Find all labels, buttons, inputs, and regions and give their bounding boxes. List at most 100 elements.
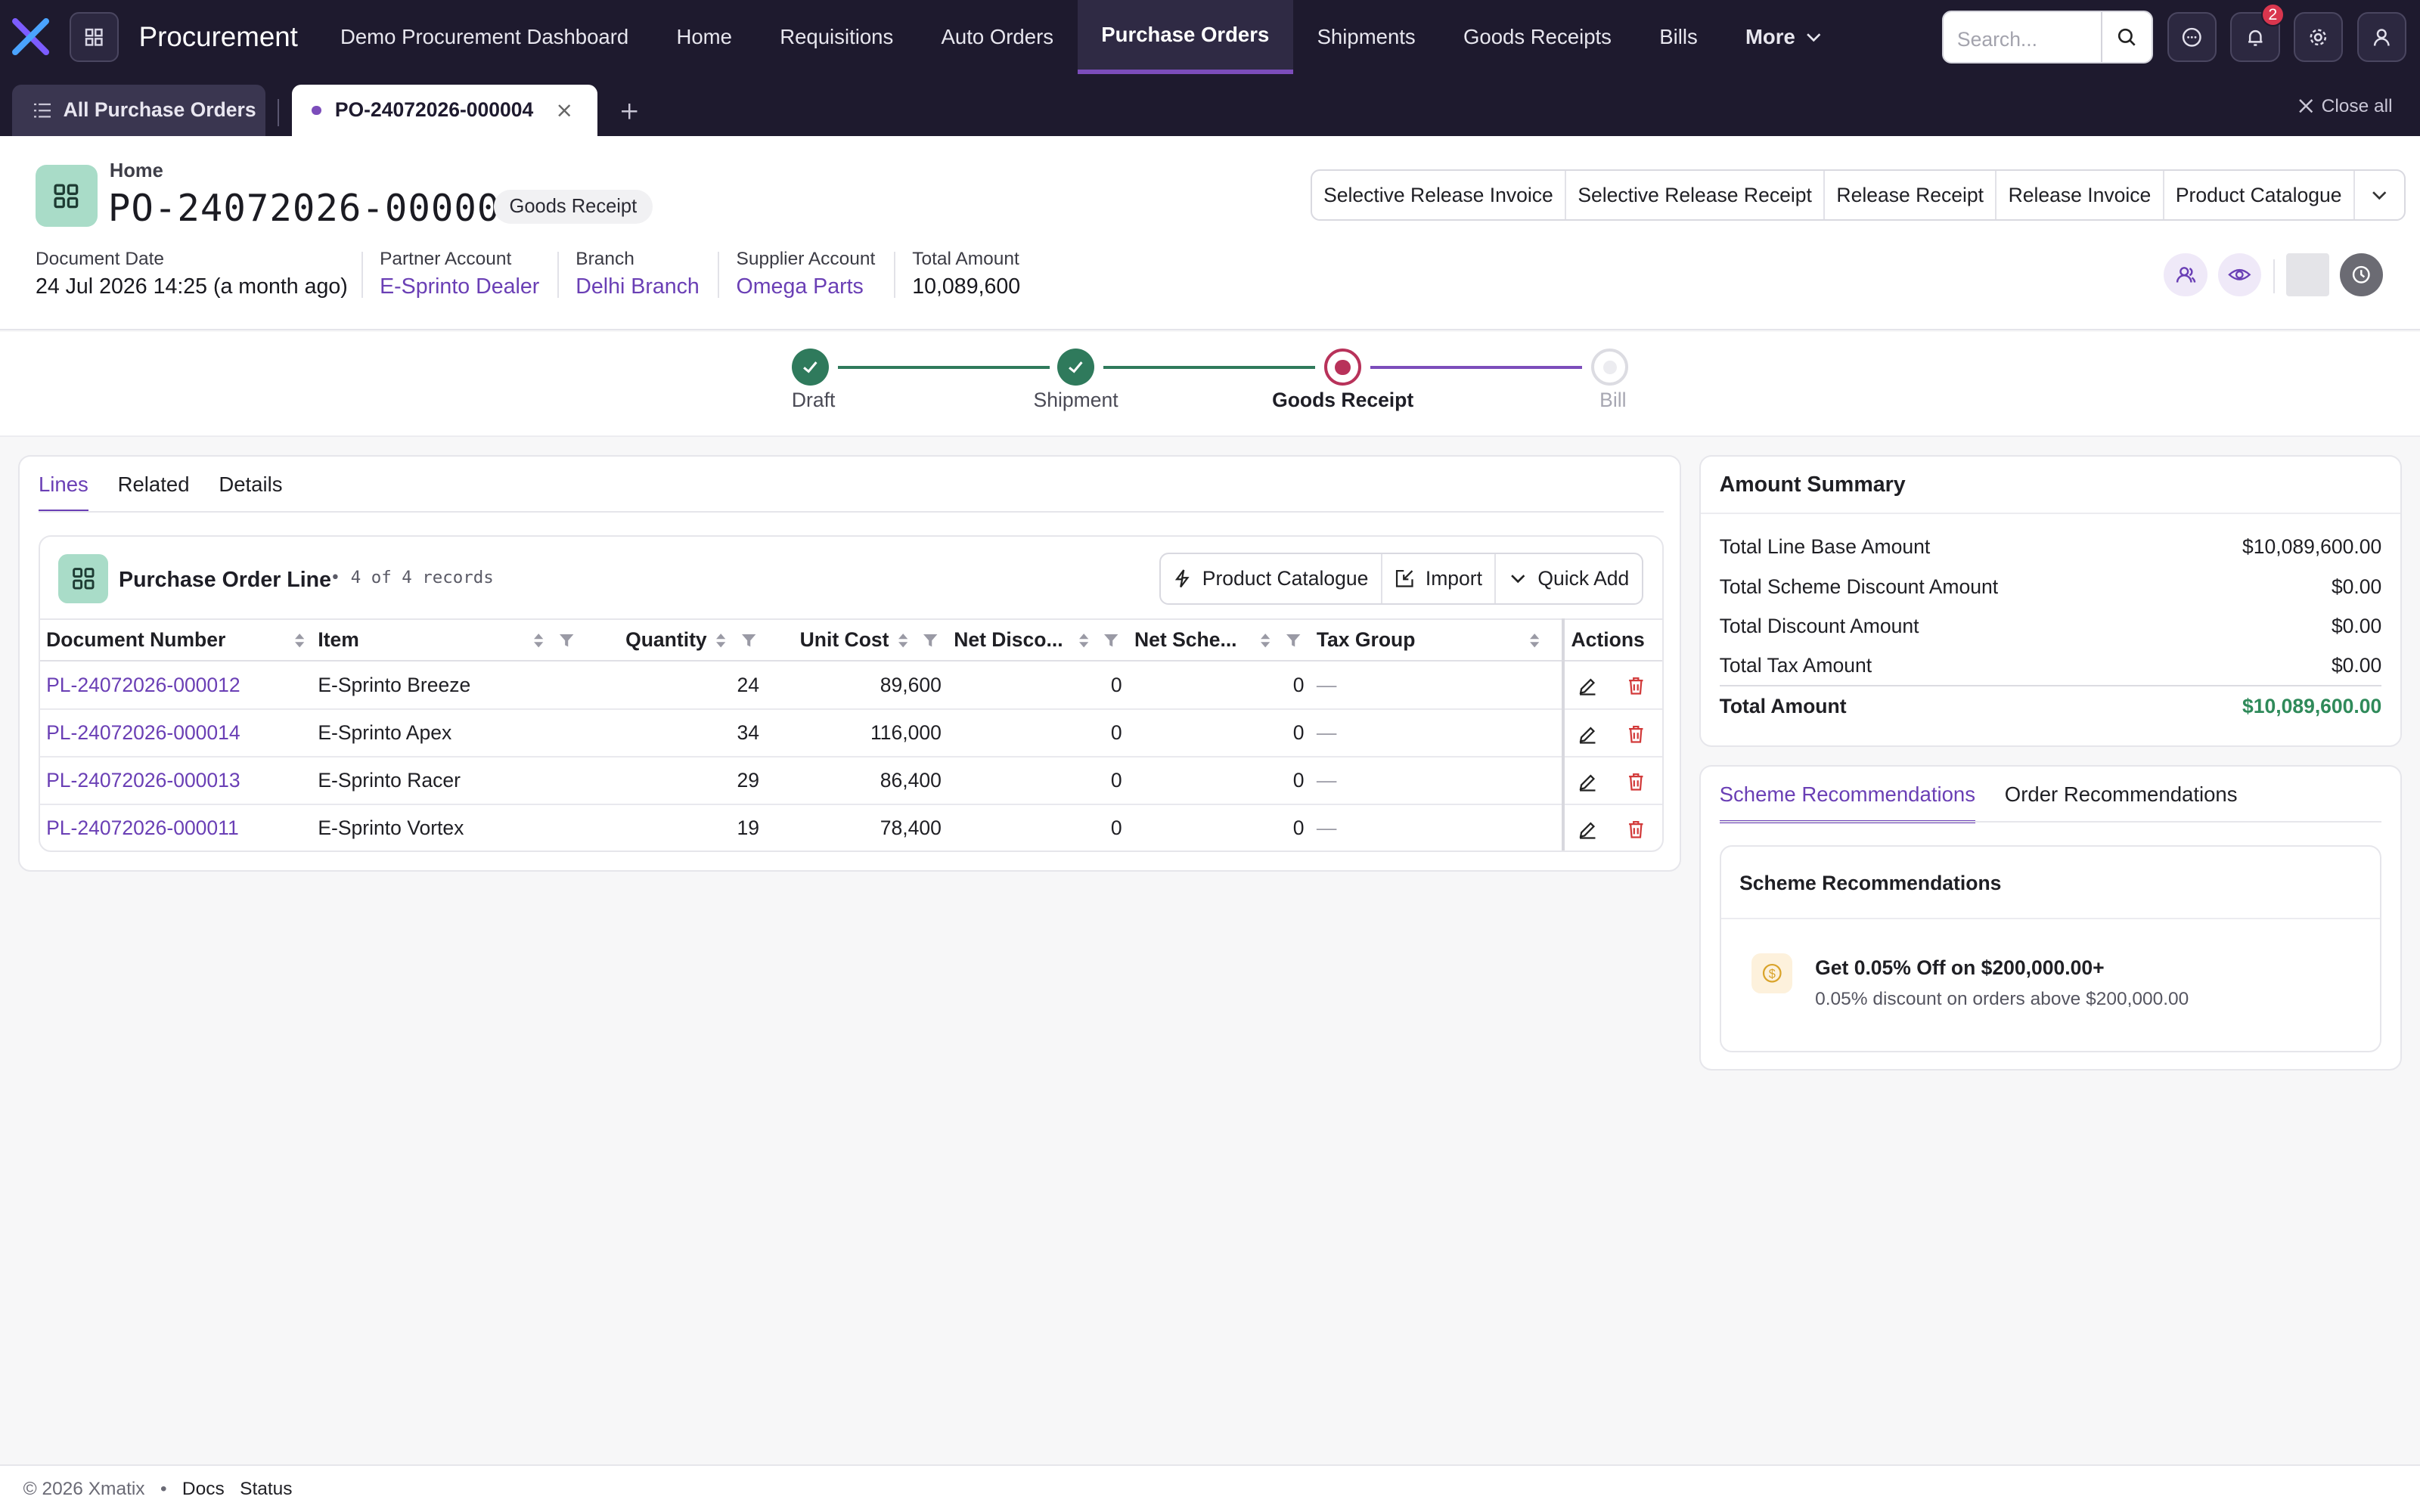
tab-details[interactable]: Details xyxy=(219,472,283,496)
col-header-tax-group[interactable]: Tax Group xyxy=(1310,618,1564,662)
line-document-link[interactable]: PL-24072026-000014 xyxy=(39,708,312,758)
filter-icon[interactable] xyxy=(559,633,574,648)
step-label: Draft xyxy=(791,389,836,412)
settings-button[interactable] xyxy=(2293,12,2344,62)
col-header-document-number[interactable]: Document Number xyxy=(39,618,312,662)
filter-icon[interactable] xyxy=(1103,633,1118,648)
nav-item-bills[interactable]: Bills xyxy=(1659,24,1698,48)
col-header-net-scheme[interactable]: Net Sche... xyxy=(1128,618,1311,662)
step-goods-receipt-current[interactable] xyxy=(1324,349,1362,386)
nav-item-goods-receipts[interactable]: Goods Receipts xyxy=(1463,24,1612,48)
xmatix-logo[interactable] xyxy=(0,0,62,74)
col-header-item[interactable]: Item xyxy=(312,618,584,662)
col-header-unit-cost[interactable]: Unit Cost xyxy=(765,618,948,662)
trash-icon[interactable] xyxy=(1626,676,1646,696)
supplier-account-link[interactable]: Omega Parts xyxy=(736,274,864,299)
line-document-link[interactable]: PL-24072026-000012 xyxy=(39,661,312,710)
table-row[interactable]: PL-24072026-000011 E-Sprinto Vortex 19 7… xyxy=(39,804,1663,850)
assign-users-button[interactable] xyxy=(2164,253,2207,296)
unsaved-dot-icon xyxy=(312,105,321,116)
edit-icon[interactable] xyxy=(1578,772,1598,792)
chat-button[interactable] xyxy=(2167,12,2217,62)
close-all-tabs-button[interactable]: Close all xyxy=(2298,96,2393,117)
table-row[interactable]: PL-24072026-000012 E-Sprinto Breeze 24 8… xyxy=(39,661,1663,710)
tab-lines[interactable]: Lines xyxy=(38,472,88,513)
sort-icon[interactable] xyxy=(1528,631,1540,649)
trash-icon[interactable] xyxy=(1626,724,1646,745)
step-bill-pending[interactable] xyxy=(1591,349,1629,386)
trash-icon[interactable] xyxy=(1626,772,1646,792)
product-catalogue-button[interactable]: Product Catalogue xyxy=(2164,171,2355,219)
line-item: E-Sprinto Vortex xyxy=(312,804,584,850)
tab-po-document[interactable]: PO-24072026-000004 xyxy=(291,85,597,136)
sort-icon[interactable] xyxy=(1078,631,1090,649)
partner-account-link[interactable]: E-Sprinto Dealer xyxy=(380,274,540,299)
sort-icon[interactable] xyxy=(715,631,727,649)
check-icon xyxy=(803,361,818,374)
user-menu-button[interactable] xyxy=(2356,12,2406,62)
button-label: Product Catalogue xyxy=(1202,566,1369,590)
nav-item-home[interactable]: Home xyxy=(676,24,732,48)
status-link[interactable]: Status xyxy=(240,1478,293,1499)
edit-icon[interactable] xyxy=(1578,724,1598,745)
import-button[interactable]: Import xyxy=(1382,553,1497,603)
edit-icon[interactable] xyxy=(1578,676,1598,696)
tab-order-recommendations[interactable]: Order Recommendations xyxy=(2004,782,2238,806)
release-invoice-button[interactable]: Release Invoice xyxy=(1996,171,2164,219)
selective-release-invoice-button[interactable]: Selective Release Invoice xyxy=(1312,171,1567,219)
lightning-icon xyxy=(1174,569,1190,588)
col-header-quantity[interactable]: Quantity xyxy=(583,618,766,662)
more-actions-dropdown[interactable] xyxy=(2355,171,2404,218)
user-avatar[interactable] xyxy=(2285,253,2329,296)
notifications-button[interactable]: 2 xyxy=(2230,3,2285,62)
nav-item-shipments[interactable]: Shipments xyxy=(1317,24,1416,48)
table-row[interactable]: PL-24072026-000013 E-Sprinto Racer 29 86… xyxy=(39,756,1663,806)
product-catalogue-table-button[interactable]: Product Catalogue xyxy=(1161,553,1382,603)
search-button[interactable] xyxy=(2100,12,2152,62)
sort-icon[interactable] xyxy=(897,631,909,649)
nav-item-dashboard[interactable]: Demo Procurement Dashboard xyxy=(340,24,629,48)
watch-button[interactable] xyxy=(2217,253,2262,296)
col-header-net-discount[interactable]: Net Disco... xyxy=(948,618,1128,662)
filter-icon[interactable] xyxy=(923,633,938,648)
breadcrumb[interactable]: Home xyxy=(109,160,163,182)
nav-item-auto-orders[interactable]: Auto Orders xyxy=(941,24,1054,48)
line-quantity: 19 xyxy=(583,804,766,850)
line-unit-cost: 89,600 xyxy=(765,661,948,710)
quick-add-button[interactable]: Quick Add xyxy=(1496,554,1641,603)
search-input[interactable]: Search... xyxy=(1956,27,2038,51)
meta-value: 10,089,600 xyxy=(912,274,1021,299)
new-tab-plus-icon[interactable] xyxy=(620,102,638,120)
table-row[interactable]: PL-24072026-000014 E-Sprinto Apex 34 116… xyxy=(39,708,1663,758)
docs-link[interactable]: Docs xyxy=(182,1478,225,1499)
history-icon xyxy=(2353,265,2371,284)
sort-icon[interactable] xyxy=(293,631,306,649)
tab-related[interactable]: Related xyxy=(117,472,190,496)
nav-item-requisitions[interactable]: Requisitions xyxy=(780,24,894,48)
step-shipment-done[interactable] xyxy=(1057,349,1095,386)
release-receipt-button[interactable]: Release Receipt xyxy=(1825,171,1997,219)
page-footer: © 2026 Xmatix • Docs Status xyxy=(0,1464,2420,1512)
step-label: Bill xyxy=(1599,389,1627,412)
tab-scheme-recommendations[interactable]: Scheme Recommendations xyxy=(1719,782,1976,824)
nav-item-more[interactable]: More xyxy=(1721,0,1847,74)
history-button[interactable] xyxy=(2340,253,2384,296)
selective-release-receipt-button[interactable]: Selective Release Receipt xyxy=(1566,171,1826,219)
sort-icon[interactable] xyxy=(1259,631,1271,649)
step-draft-done[interactable] xyxy=(792,349,829,386)
app-grid-icon[interactable] xyxy=(69,12,119,62)
row-actions xyxy=(1562,708,1663,758)
branch-link[interactable]: Delhi Branch xyxy=(576,274,700,299)
tab-all-purchase-orders[interactable]: All Purchase Orders xyxy=(12,85,266,136)
table-card-header: Purchase Order Line • 4 of 4 records Pro… xyxy=(40,537,1662,618)
line-document-link[interactable]: PL-24072026-000013 xyxy=(39,756,312,806)
filter-icon[interactable] xyxy=(1286,633,1301,648)
nav-item-purchase-orders[interactable]: Purchase Orders xyxy=(1077,0,1293,74)
close-icon[interactable] xyxy=(557,103,572,118)
line-document-link[interactable]: PL-24072026-000011 xyxy=(39,804,312,850)
edit-icon[interactable] xyxy=(1578,820,1598,840)
filter-icon[interactable] xyxy=(741,633,756,648)
sort-icon[interactable] xyxy=(532,631,544,649)
trash-icon[interactable] xyxy=(1626,820,1646,840)
scheme-item-title[interactable]: Get 0.05% Off on $200,000.00+ xyxy=(1815,956,2105,980)
